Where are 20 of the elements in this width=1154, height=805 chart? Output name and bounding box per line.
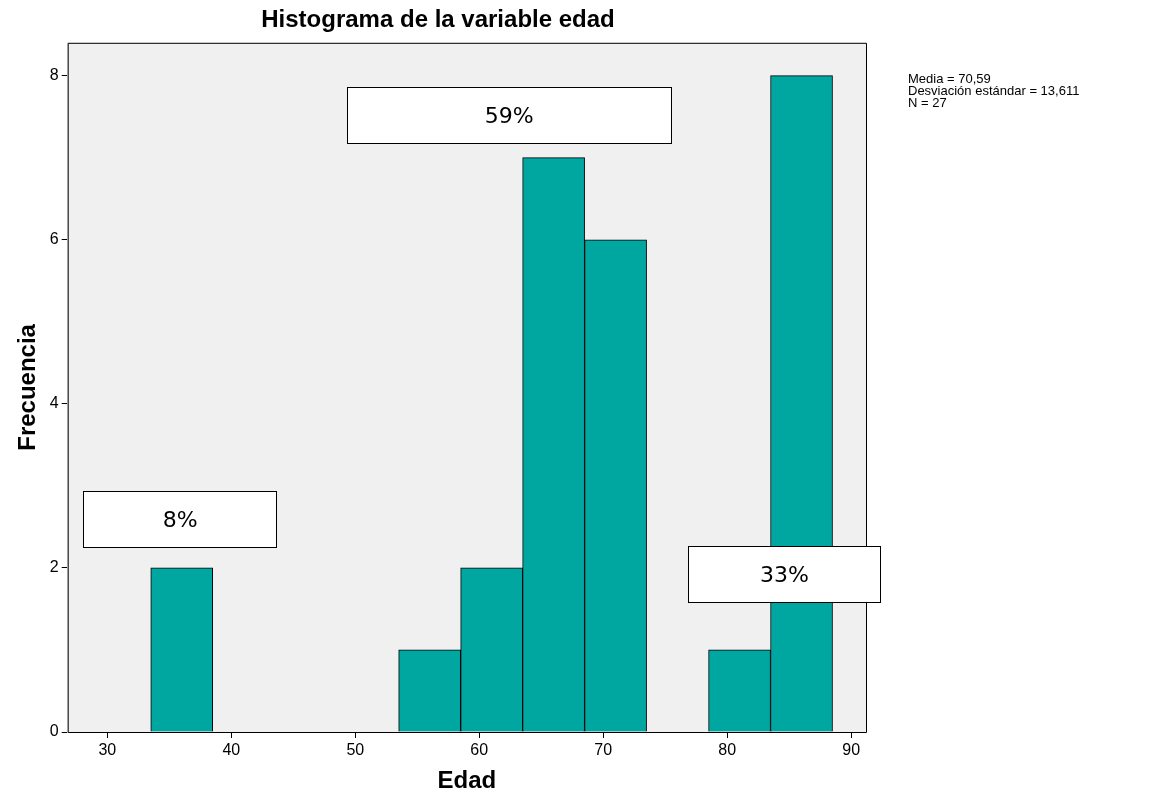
chart-title: Histograma de la variable edad bbox=[261, 5, 615, 33]
x-tick-label: 50 bbox=[346, 741, 365, 759]
x-tick-label: 30 bbox=[98, 741, 117, 759]
text-box: 8% bbox=[83, 490, 278, 548]
x-tick-label: 90 bbox=[842, 741, 861, 759]
y-tick-label: 4 bbox=[49, 394, 59, 412]
text: N = 27 bbox=[908, 94, 947, 110]
x-tick-label: 40 bbox=[222, 741, 241, 759]
text-box: 59% bbox=[346, 86, 672, 144]
y-tick-label: 0 bbox=[49, 722, 59, 740]
y-tick-label: 2 bbox=[49, 558, 59, 576]
text-box: 33% bbox=[688, 546, 881, 604]
x-tick-label: 80 bbox=[718, 741, 737, 759]
x-axis-title: Edad bbox=[437, 766, 497, 794]
y-tick-label: 8 bbox=[49, 66, 59, 84]
y-axis-title: Frecuencia bbox=[13, 323, 41, 451]
y-tick-label: 6 bbox=[49, 230, 59, 248]
x-tick-label: 70 bbox=[594, 741, 613, 759]
x-tick-label: 60 bbox=[470, 741, 489, 759]
text: Media = 70,59 bbox=[908, 70, 991, 86]
